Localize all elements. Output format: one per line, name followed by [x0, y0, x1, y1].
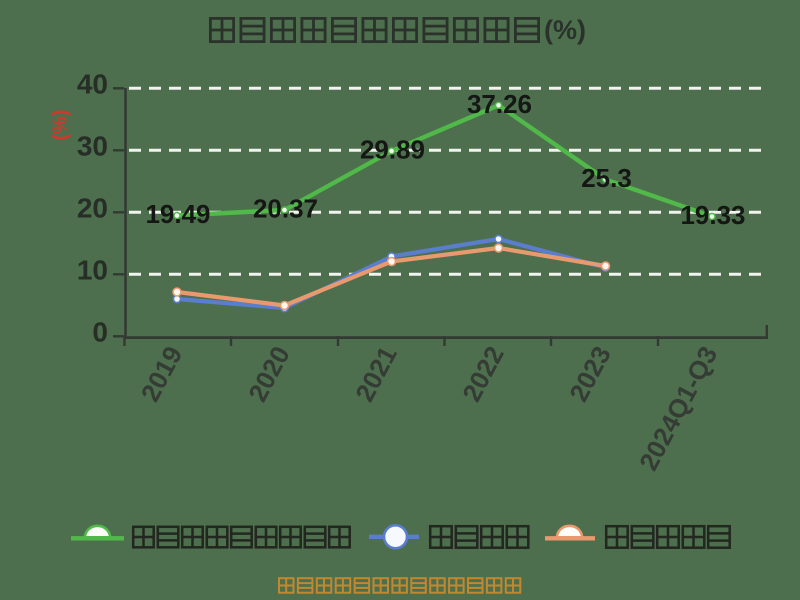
svg-text:10: 10 [77, 255, 108, 286]
svg-text:20: 20 [77, 193, 108, 224]
svg-text:(%): (%) [50, 109, 72, 140]
svg-text:25.3: 25.3 [581, 163, 632, 193]
svg-text:20.37: 20.37 [253, 194, 318, 224]
svg-text:(%): (%) [544, 15, 586, 45]
svg-text:40: 40 [77, 69, 108, 100]
svg-text:29.89: 29.89 [360, 135, 425, 165]
svg-text:19.49: 19.49 [145, 199, 210, 229]
svg-text:19.33: 19.33 [680, 200, 745, 230]
svg-text:0: 0 [92, 317, 108, 348]
svg-text:37.26: 37.26 [467, 89, 532, 119]
svg-text:30: 30 [77, 131, 108, 162]
